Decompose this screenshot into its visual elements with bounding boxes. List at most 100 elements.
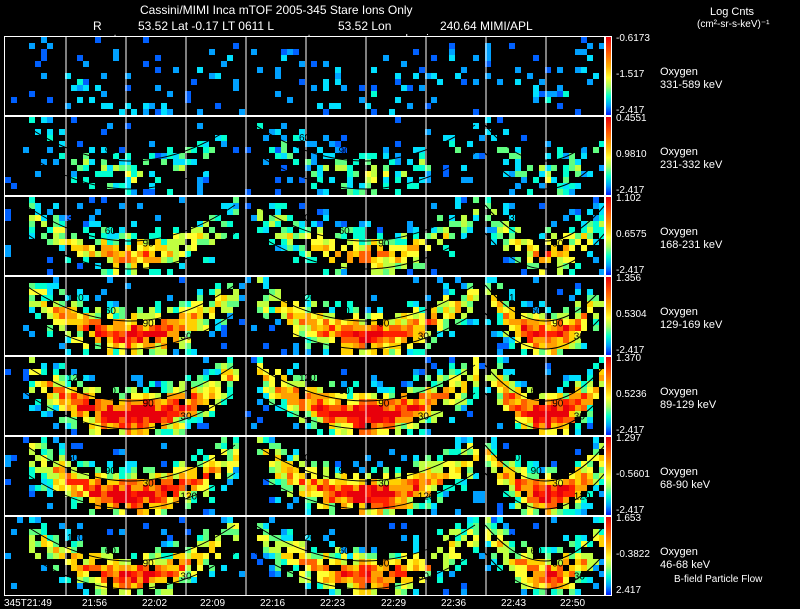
spectrogram-image: 30 60 90 30 60 90 30 60 90 — [5, 197, 604, 275]
colorbar — [605, 516, 612, 596]
contour-label: 120 — [509, 533, 526, 544]
colorbar-mid-label: -0.3822 — [616, 549, 650, 560]
contour-label: 60 — [339, 386, 351, 397]
contour-label: 90 — [531, 466, 543, 477]
contour-label: 90 — [105, 466, 117, 477]
contour-label: 30 — [67, 213, 79, 224]
species-label: Oxygen 331-589 keV — [660, 66, 723, 91]
contour-label: 90 — [378, 559, 390, 570]
contour-label: 90 — [552, 239, 564, 250]
contour-label: 60 — [531, 306, 543, 317]
units-title: Log Cnts — [710, 6, 755, 18]
contour-label: 120 — [67, 373, 84, 384]
time-tick-label: 22:50 — [560, 598, 586, 609]
contour-label: 60 — [105, 546, 117, 557]
contour-label: 60 — [531, 386, 543, 397]
plot-title: Cassini/MIMI Inca mTOF 2005-345 Stare Io… — [140, 3, 413, 17]
contour-label: 90 — [378, 319, 390, 330]
contour-label: 90 — [143, 319, 155, 330]
time-tick-label: 22:02 — [142, 598, 168, 609]
contour-label: 90 — [143, 559, 155, 570]
time-tick-label: 22:36 — [441, 598, 467, 609]
colorbar — [605, 36, 612, 116]
lat-lt-label: 53.52 Lat -0.17 LT 0611 L — [138, 19, 275, 33]
contour-label: 120 — [299, 533, 316, 544]
contour-label: 30 — [574, 331, 586, 342]
contour-label: 90 — [143, 239, 155, 250]
colorbar-mid-label: -1.517 — [616, 69, 645, 80]
species-label: Oxygen 231-332 keV — [660, 146, 723, 171]
colorbar — [605, 436, 612, 516]
lon-label: 53.52 Lon — [338, 19, 392, 33]
contour-label: 120 — [299, 293, 316, 304]
colorbar-max-label: 0.4551 — [616, 113, 647, 124]
contour-label: 30 — [180, 331, 192, 342]
colorbar-min-label: -2.417 — [616, 105, 645, 116]
contour-label: 60 — [509, 453, 521, 464]
colorbar-max-label: 1.297 — [616, 433, 642, 444]
radius-label: R — [93, 19, 102, 33]
contour-label: 120 — [509, 293, 526, 304]
time-tick-label: 345T21:49 — [4, 598, 52, 609]
contour-label: 90 — [378, 399, 390, 410]
time-tick-label: 22:09 — [200, 598, 226, 609]
colorbar-max-label: 1.370 — [616, 353, 642, 364]
species-label: Oxygen 129-169 keV — [660, 306, 723, 331]
species-label: Oxygen 68-90 keV — [660, 466, 711, 491]
contour-label: 90 — [378, 239, 390, 250]
colorbar-min-label: -2.417 — [616, 185, 645, 196]
contour-label: 90 — [143, 399, 155, 410]
spectrogram-panel — [4, 36, 605, 116]
contour-label: 60 — [531, 226, 543, 237]
contour-label: 120 — [509, 373, 526, 384]
contour-label: 30 — [418, 571, 430, 582]
spectrogram-image: 60 90 30 120 60 90 30 120 60 90 30 120 — [5, 437, 604, 515]
contour-label: 60 — [67, 453, 79, 464]
colorbar-mid-label: -0.5601 — [616, 469, 650, 480]
spectrogram-panel: 120 60 90 30 120 60 90 30 120 60 90 30 — [4, 516, 605, 596]
contour-label: 120 — [180, 491, 197, 502]
contour-label: 120 — [67, 533, 84, 544]
contour-label: 60 — [105, 386, 117, 397]
contour-label: 90 — [105, 146, 117, 157]
contour-label: 90 — [552, 399, 564, 410]
units-subtitle: (cm²-sr-s-keV)⁻¹ — [697, 19, 770, 30]
spectrogram-panel: 60 90 60 90 60 90 — [4, 116, 605, 196]
contour-label: 30 — [418, 331, 430, 342]
contour-label: 120 — [67, 293, 84, 304]
contour-label: 90 — [552, 319, 564, 330]
species-label: Oxygen 89-129 keV — [660, 386, 717, 411]
colorbar-max-label: 1.653 — [616, 513, 642, 524]
time-tick-label: 22:23 — [320, 598, 346, 609]
spectrogram-panel: 120 60 90 30 120 60 90 30 120 60 90 30 — [4, 356, 605, 436]
contour-label: 120 — [574, 491, 591, 502]
spectrogram-panel: 120 60 90 30 120 60 90 30 120 60 90 30 — [4, 276, 605, 356]
contour-label: 60 — [299, 453, 311, 464]
spectrogram-image: 60 90 60 90 60 90 — [5, 117, 604, 195]
contour-label: 60 — [339, 306, 351, 317]
contour-label: 60 — [339, 226, 351, 237]
colorbar-max-label: -0.6173 — [616, 33, 650, 44]
contour-label: 30 — [418, 411, 430, 422]
contour-label: 60 — [509, 133, 521, 144]
contour-label: 120 — [418, 491, 435, 502]
colorbar-min-label: 2.417 — [616, 585, 642, 596]
contour-label: 30 — [574, 411, 586, 422]
species-label: Oxygen 46-68 keV — [660, 546, 711, 571]
spectrogram-panel: 60 90 30 120 60 90 30 120 60 90 30 120 — [4, 436, 605, 516]
contour-label: 60 — [299, 133, 311, 144]
colorbar-min-label: -2.417 — [616, 345, 645, 356]
colorbar-mid-label: 0.5304 — [616, 309, 647, 320]
colorbar-mid-label: 0.9810 — [616, 149, 647, 160]
time-tick-label: 22:16 — [260, 598, 286, 609]
colorbar-min-label: -2.417 — [616, 265, 645, 276]
colorbar — [605, 116, 612, 196]
species-label: Oxygen 168-231 keV — [660, 226, 723, 251]
contour-label: 60 — [105, 306, 117, 317]
contour-label: 30 — [552, 479, 564, 490]
spectrogram-image: 120 60 90 30 120 60 90 30 120 60 90 30 — [23, 277, 604, 355]
time-tick-label: 21:56 — [82, 598, 108, 609]
contour-label: 30 — [143, 479, 155, 490]
spectrogram-image — [11, 37, 604, 115]
contour-label: 30 — [509, 213, 521, 224]
